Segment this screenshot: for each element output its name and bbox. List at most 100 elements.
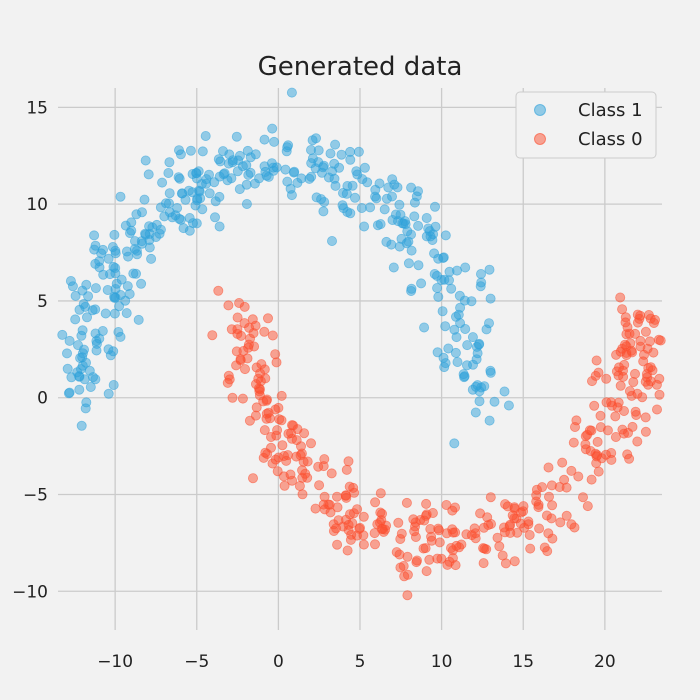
scatter-point	[547, 533, 558, 544]
scatter-point	[438, 352, 449, 363]
scatter-point	[326, 235, 337, 246]
scatter-point	[291, 435, 302, 446]
scatter-point	[109, 229, 120, 240]
scatter-point	[258, 396, 269, 407]
scatter-point	[57, 329, 68, 340]
scatter-point	[197, 204, 208, 215]
scatter-point	[207, 330, 218, 341]
scatter-point	[557, 457, 568, 468]
x-tick-label: 10	[431, 652, 453, 672]
scatter-point	[445, 543, 456, 554]
scatter-point	[393, 517, 404, 528]
scatter-point	[97, 325, 108, 336]
scatter-point	[326, 468, 337, 479]
scatter-point	[638, 356, 649, 367]
scatter-point	[447, 524, 458, 535]
scatter-point	[467, 332, 478, 343]
scatter-point	[185, 145, 196, 156]
scatter-point	[611, 349, 622, 360]
scatter-point	[121, 246, 132, 257]
scatter-point	[379, 204, 390, 215]
scatter-point	[409, 211, 420, 222]
scatter-point	[512, 527, 523, 538]
scatter-point	[243, 339, 254, 350]
scatter-point	[272, 425, 283, 436]
scatter-point	[645, 362, 656, 373]
legend: Class 1 Class 0	[515, 91, 657, 159]
scatter-point	[413, 220, 424, 231]
scatter-point	[307, 153, 318, 164]
scatter-point	[261, 408, 272, 419]
scatter-point	[424, 226, 435, 237]
scatter-point	[403, 258, 414, 269]
scatter-point	[98, 244, 109, 255]
y-tick-label: 0	[37, 389, 48, 409]
scatter-point	[115, 191, 126, 202]
scatter-point	[617, 304, 628, 315]
scatter-point	[615, 380, 626, 391]
scatter-point	[621, 329, 632, 340]
scatter-point	[533, 502, 544, 513]
scatter-point	[234, 150, 245, 161]
scatter-point	[580, 431, 591, 442]
scatter-point	[620, 339, 631, 350]
scatter-point	[108, 379, 119, 390]
scatter-point	[370, 497, 381, 508]
scatter-point	[88, 372, 99, 383]
scatter-point	[357, 174, 368, 185]
scatter-point	[409, 197, 420, 208]
scatter-point	[509, 556, 520, 567]
scatter-point	[466, 296, 477, 307]
scatter-point	[319, 504, 330, 515]
scatter-point	[437, 306, 448, 317]
scatter-point	[131, 245, 142, 256]
scatter-point	[269, 136, 280, 147]
scatter-point	[412, 186, 423, 197]
scatter-point	[365, 202, 376, 213]
scatter-point	[654, 389, 665, 400]
scatter-point	[90, 283, 101, 294]
scatter-point	[80, 301, 91, 312]
scatter-point	[643, 379, 654, 390]
scatter-point	[197, 146, 208, 157]
scatter-point	[402, 590, 413, 601]
scatter-point	[406, 285, 417, 296]
scatter-point	[643, 309, 654, 320]
scatter-point	[431, 270, 442, 281]
scatter-point	[525, 543, 536, 554]
x-tick-label: 5	[355, 652, 366, 672]
scatter-point	[200, 130, 211, 141]
scatter-point	[543, 462, 554, 473]
scatter-point	[478, 558, 489, 569]
scatter-point	[105, 350, 116, 361]
scatter-point	[406, 245, 417, 256]
scatter-point	[250, 379, 261, 390]
scatter-point	[226, 173, 237, 184]
scatter-point	[318, 206, 329, 217]
scatter-point	[62, 348, 73, 359]
scatter-point	[282, 176, 293, 187]
scatter-point	[394, 199, 405, 210]
scatter-point	[164, 157, 175, 168]
scatter-point	[621, 350, 632, 361]
scatter-point	[421, 566, 432, 577]
scatter-point	[232, 166, 243, 177]
scatter-point	[566, 519, 577, 530]
scatter-point	[432, 282, 443, 293]
scatter-point	[139, 194, 150, 205]
scatter-point	[472, 348, 483, 359]
series-class-1	[57, 87, 514, 449]
scatter-point	[287, 475, 298, 486]
scatter-point	[586, 474, 597, 485]
scatter-point	[143, 169, 154, 180]
scatter-point	[425, 524, 436, 535]
scatter-point	[413, 260, 424, 271]
scatter-point	[386, 239, 397, 250]
scatter-point	[369, 528, 380, 539]
scatter-point	[319, 454, 330, 465]
scatter-point	[453, 309, 464, 320]
scatter-point	[449, 324, 460, 335]
scatter-point	[485, 492, 496, 503]
scatter-point	[218, 169, 229, 180]
scatter-point	[632, 388, 643, 399]
